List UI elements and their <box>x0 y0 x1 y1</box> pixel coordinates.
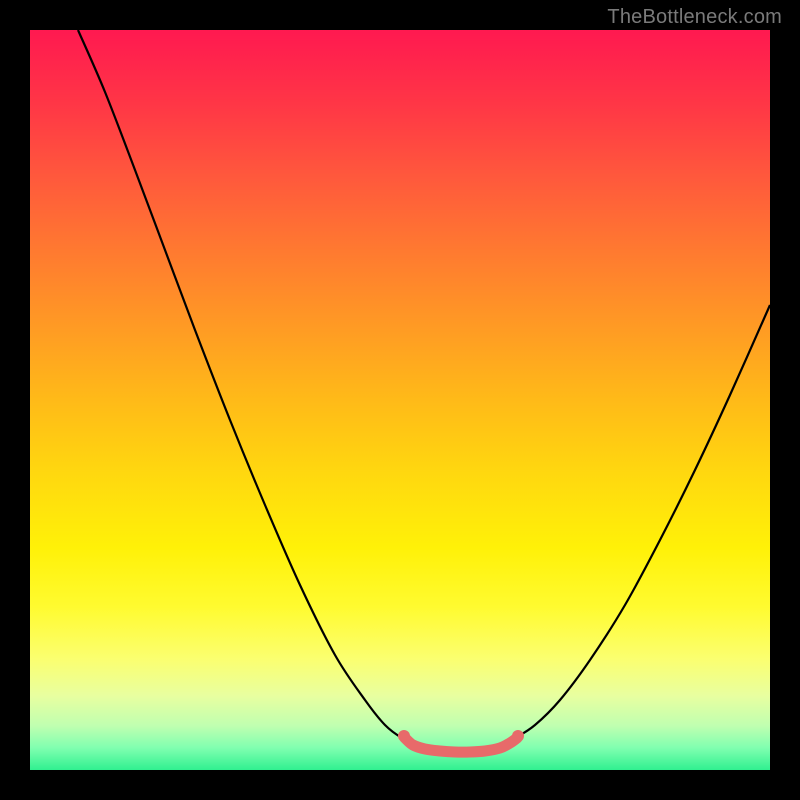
valley-end-dot <box>512 730 524 742</box>
chart-curve-layer <box>30 30 770 770</box>
bottleneck-curve <box>78 30 770 751</box>
valley-start-dot <box>398 730 410 742</box>
valley-marker-curve <box>405 738 517 752</box>
watermark-text: TheBottleneck.com <box>607 6 782 29</box>
bottleneck-chart <box>30 30 770 770</box>
